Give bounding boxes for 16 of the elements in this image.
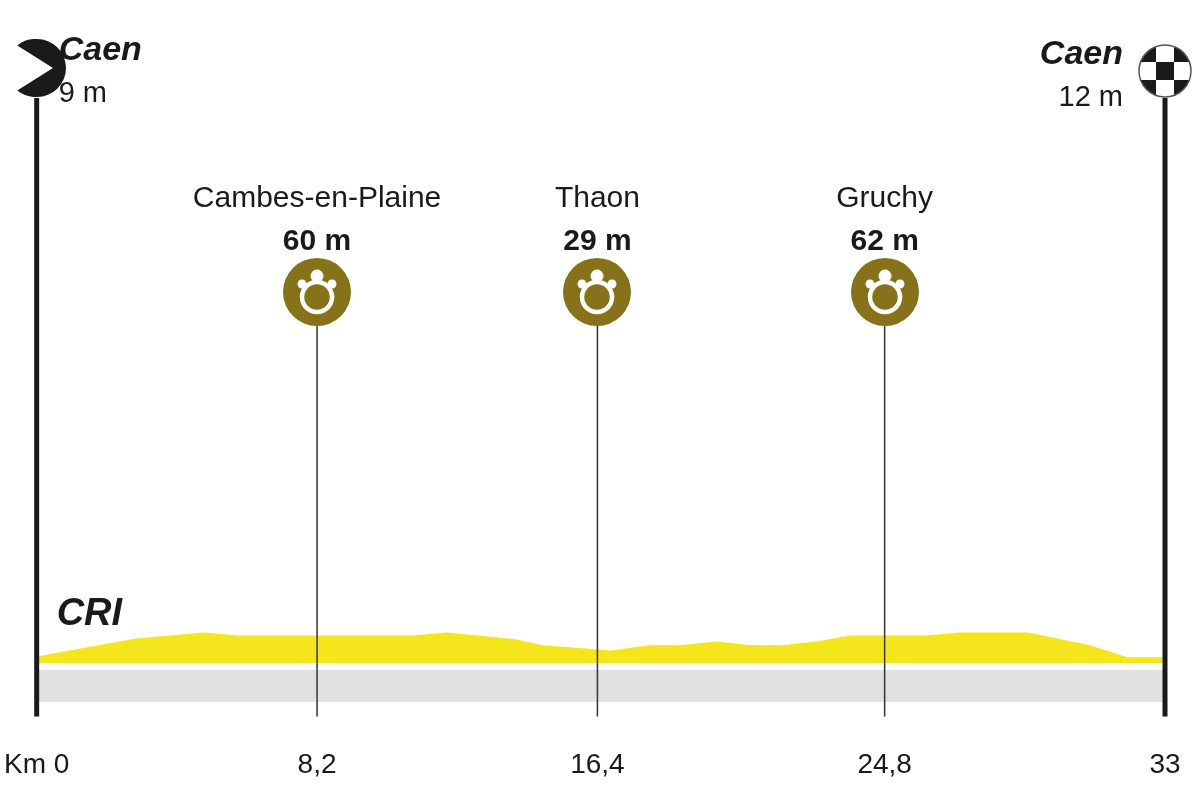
x-tick-label: 8,2 bbox=[297, 747, 337, 779]
annotation: CRI bbox=[56, 591, 124, 633]
x-tick-label: 16,4 bbox=[570, 747, 625, 779]
text: Thaon bbox=[554, 180, 640, 213]
x-tick-label: Km 0 bbox=[4, 747, 70, 779]
text: 62 m bbox=[850, 223, 919, 256]
text: 60 m bbox=[282, 223, 352, 256]
text: Cambes-en-Plaine bbox=[192, 180, 442, 213]
ref-line-label: Caen bbox=[1039, 33, 1123, 71]
text: 12 m bbox=[1058, 80, 1123, 112]
text: 9 m bbox=[58, 76, 108, 108]
x-tick-label: 24,8 bbox=[857, 747, 912, 779]
text: 29 m bbox=[563, 223, 632, 256]
legend-label: Caen bbox=[58, 29, 142, 67]
text: Gruchy bbox=[836, 180, 933, 213]
x-tick-label: 33 bbox=[1149, 747, 1181, 779]
